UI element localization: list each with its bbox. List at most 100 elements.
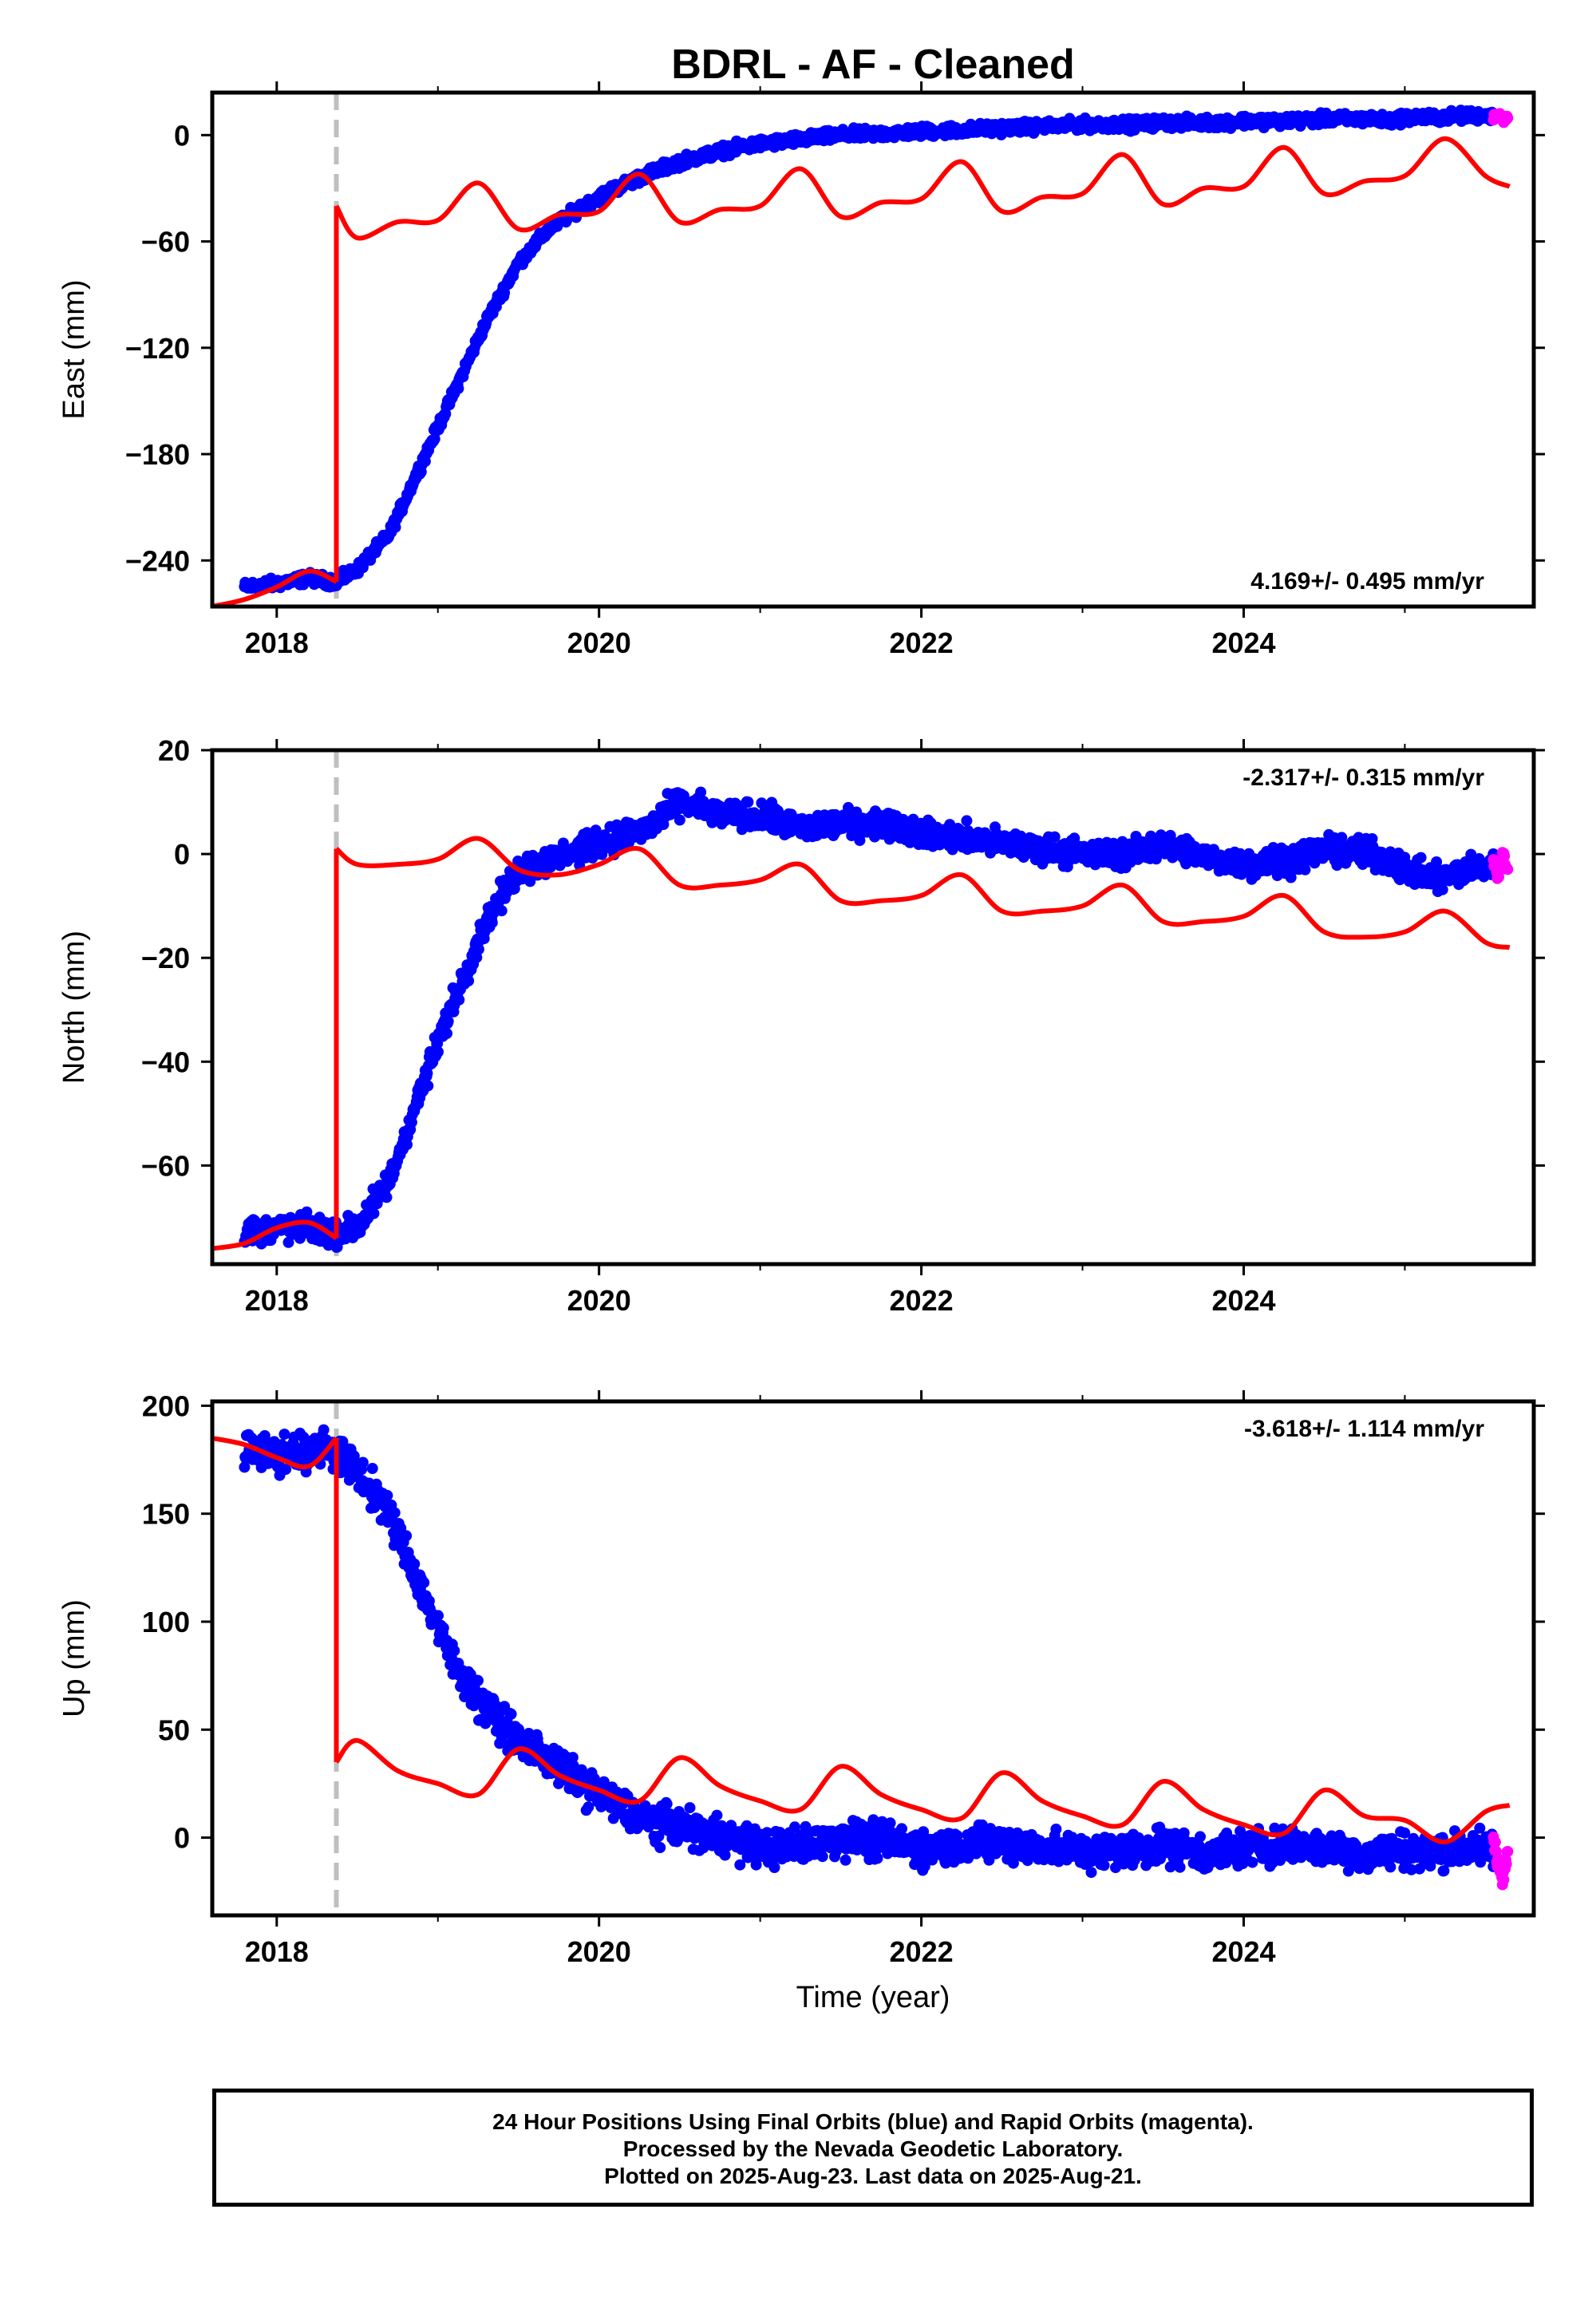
final-orbit-point (401, 1530, 413, 1542)
final-orbit-point (1049, 831, 1061, 843)
final-orbit-point (442, 1015, 454, 1027)
final-orbit-point (389, 1507, 401, 1519)
final-orbit-point (418, 1577, 430, 1589)
final-orbit-point (337, 1436, 349, 1448)
rapid-orbit-points (1487, 108, 1514, 128)
y-tick-label: −180 (125, 438, 190, 471)
final-orbit-point (839, 1854, 851, 1866)
final-orbit-point (711, 1809, 723, 1821)
final-orbit-point (598, 1776, 610, 1788)
final-orbit-point (575, 1764, 587, 1776)
x-tick-label: 2020 (567, 1284, 631, 1317)
final-orbit-point (654, 1842, 666, 1853)
final-orbit-point (448, 1645, 460, 1657)
final-orbit-point (357, 1456, 369, 1468)
final-orbit-point (486, 917, 498, 929)
final-orbit-point (1436, 883, 1448, 895)
x-tick-label: 2022 (890, 1284, 954, 1317)
y-tick-label: −20 (141, 942, 190, 974)
final-orbit-point (695, 786, 707, 798)
y-tick-label: −240 (125, 544, 190, 577)
final-orbit-point (472, 943, 484, 955)
final-orbit-point (789, 1821, 800, 1833)
y-tick-label: −120 (125, 332, 190, 365)
final-orbit-point (734, 1859, 746, 1871)
y-tick-label: −60 (141, 226, 190, 259)
rate-label: 4.169+/- 0.495 mm/yr (1250, 568, 1484, 595)
y-axis-label: East (mm) (57, 279, 91, 419)
final-orbit-point (505, 1708, 517, 1720)
final-orbit-point (596, 848, 608, 860)
model-curve-post (334, 836, 1511, 951)
figure-title: BDRL - AF - Cleaned (671, 41, 1075, 88)
rapid-orbit-point (1502, 112, 1514, 124)
final-orbit-point (409, 1558, 421, 1570)
final-orbit-point (1415, 852, 1427, 864)
final-orbit-point (871, 1852, 883, 1864)
final-orbit-point (674, 814, 685, 826)
plot-frame (210, 748, 1536, 1267)
final-orbit-point (389, 521, 401, 533)
final-orbit-point (1285, 871, 1297, 883)
model-curve-pre (212, 568, 338, 607)
final-orbit-point (463, 975, 475, 986)
x-tick-label: 2024 (1211, 626, 1275, 659)
final-orbit-point (951, 1830, 963, 1842)
plot-area (212, 1401, 1514, 1915)
y-axis-label: North (mm) (57, 931, 91, 1084)
y-tick-label: 0 (174, 119, 190, 152)
final-orbit-point (567, 1752, 579, 1764)
final-orbit-point (318, 1424, 330, 1436)
final-orbit-point (590, 824, 602, 836)
final-orbit-points (239, 786, 1499, 1253)
final-orbit-point (583, 1801, 595, 1813)
final-orbit-point (259, 1430, 271, 1441)
final-orbit-point (661, 1798, 673, 1810)
y-tick-label: 0 (174, 838, 190, 871)
final-orbit-point (452, 382, 464, 394)
final-orbit-point (381, 1192, 393, 1203)
rate-label: -2.317+/- 0.315 mm/yr (1242, 765, 1484, 791)
final-orbit-point (653, 1830, 665, 1842)
final-orbit-point (433, 1610, 444, 1622)
final-orbit-point (381, 1489, 393, 1501)
final-orbit-point (239, 1461, 251, 1473)
final-orbit-point (437, 1622, 449, 1634)
rapid-orbit-point (1499, 850, 1511, 862)
x-tick-label: 2018 (245, 1284, 309, 1317)
final-orbit-point (496, 905, 508, 917)
north-panel: 2018 2020 2022 2024 20 0 −20 −40 −60 North (mm) -2… (57, 734, 1545, 1317)
y-tick-label: −40 (141, 1045, 190, 1078)
final-orbit-point (768, 1862, 780, 1873)
plot-area (212, 93, 1514, 607)
final-orbit-point (961, 815, 973, 827)
y-tick-label: −60 (141, 1149, 190, 1182)
rapid-orbit-points (1487, 847, 1514, 884)
final-orbit-point (896, 1823, 907, 1835)
rapid-orbit-point (1502, 864, 1514, 875)
final-orbit-point (761, 1827, 773, 1839)
final-orbit-points (239, 1424, 1499, 1879)
plot-frame (210, 90, 1536, 609)
final-orbit-point (279, 1429, 290, 1441)
x-tick-label: 2024 (1211, 1284, 1275, 1317)
final-orbit-point (1299, 864, 1311, 875)
final-orbit-point (472, 1674, 484, 1686)
final-orbit-point (717, 1824, 729, 1836)
y-tick-label: 20 (158, 734, 190, 767)
final-orbit-point (1431, 856, 1443, 868)
final-orbit-point (348, 1450, 360, 1462)
final-orbit-point (742, 796, 754, 808)
model-curve-post (334, 136, 1511, 241)
final-orbit-point (854, 835, 866, 847)
plot-area (212, 750, 1514, 1264)
final-orbit-point (368, 1207, 380, 1219)
x-tick-label: 2018 (245, 626, 309, 659)
final-orbit-point (884, 1817, 896, 1829)
final-orbit-point (1007, 1857, 1019, 1869)
final-orbit-point (433, 1046, 444, 1057)
x-tick-label: 2020 (567, 626, 631, 659)
final-orbit-point (918, 1860, 930, 1872)
